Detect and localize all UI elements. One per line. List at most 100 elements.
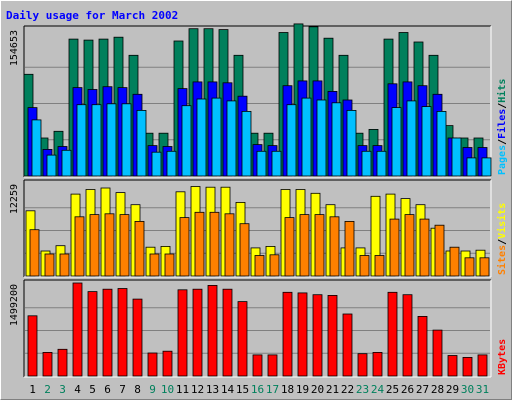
- bar-pages-day-13: [211, 97, 222, 177]
- bar-kbytes-day-8: [132, 298, 143, 377]
- bar-sites-day-21: [329, 216, 340, 277]
- bar-pages-day-31: [481, 157, 492, 177]
- bar-kbytes-day-18: [282, 291, 293, 377]
- x-tick-label: 5: [89, 383, 96, 396]
- panel-middle: 12259 Sites/Visits: [9, 179, 508, 278]
- bar-sites-day-29: [449, 246, 460, 277]
- bar-sites-day-4: [74, 216, 85, 277]
- legend-files: Files: [496, 109, 508, 139]
- bar-pages-day-21: [331, 102, 342, 177]
- x-tick-label: 26: [401, 383, 414, 396]
- panel-max-label: 1499200: [9, 284, 20, 326]
- bar-sites-day-8: [134, 220, 145, 277]
- bar-pages-day-20: [316, 99, 327, 177]
- bar-sites-day-7: [119, 214, 130, 277]
- bar-pages-day-10: [166, 150, 177, 177]
- x-tick-label: 4: [74, 383, 81, 396]
- bar-pages-day-19: [301, 97, 312, 177]
- x-tick-label: 12: [191, 383, 204, 396]
- bar-sites-day-25: [389, 218, 400, 277]
- bar-pages-day-17: [271, 150, 282, 177]
- x-tick-label: 21: [326, 383, 339, 396]
- bar-kbytes-day-24: [372, 351, 383, 377]
- bar-kbytes-day-3: [57, 348, 68, 377]
- bar-kbytes-day-14: [222, 288, 233, 377]
- x-tick-label: 27: [416, 383, 429, 396]
- bar-sites-day-17: [269, 254, 280, 277]
- x-tick-label: 10: [161, 383, 174, 396]
- x-tick-label: 8: [134, 383, 141, 396]
- bar-sites-day-31: [479, 257, 490, 277]
- bar-kbytes-day-12: [192, 288, 203, 377]
- legend-separator: /: [497, 139, 508, 145]
- x-tick-label: 3: [59, 383, 66, 396]
- bar-pages-day-23: [361, 150, 372, 177]
- x-tick-label: 22: [341, 383, 354, 396]
- panel-bottom: 1499200 KBytes: [9, 279, 508, 378]
- x-tick-label: 17: [266, 383, 279, 396]
- bar-kbytes-day-9: [147, 352, 158, 377]
- x-tick-label: 28: [431, 383, 444, 396]
- bar-pages-day-24: [376, 150, 387, 177]
- x-tick-label: 24: [371, 383, 385, 396]
- bar-pages-day-25: [391, 107, 402, 177]
- bar-pages-day-6: [106, 103, 117, 177]
- bar-kbytes-day-21: [327, 294, 338, 377]
- bar-pages-day-29: [451, 137, 462, 177]
- bar-pages-day-11: [181, 105, 192, 177]
- bar-pages-day-30: [466, 157, 477, 177]
- x-tick-label: 18: [281, 383, 294, 396]
- x-tick-label: 11: [176, 383, 189, 396]
- bar-kbytes-day-22: [342, 313, 353, 377]
- bar-sites-day-30: [464, 257, 475, 277]
- bar-pages-day-7: [121, 103, 132, 177]
- x-tick-label: 29: [446, 383, 459, 396]
- bar-pages-day-28: [436, 111, 447, 177]
- bar-kbytes-day-5: [87, 291, 98, 377]
- legend-visits: Visits: [496, 203, 508, 239]
- bar-kbytes-day-16: [252, 354, 263, 377]
- bar-sites-day-1: [29, 229, 40, 277]
- bar-pages-day-9: [151, 151, 162, 177]
- bar-pages-day-27: [421, 106, 432, 177]
- x-tick-label: 31: [476, 383, 489, 396]
- x-tick-label: 15: [236, 383, 249, 396]
- bar-kbytes-day-17: [267, 354, 278, 377]
- legend-kbytes: KBytes: [497, 339, 508, 375]
- panel-max-label: 154653: [9, 30, 20, 66]
- x-tick-label: 13: [206, 383, 219, 396]
- legend-separator: /: [497, 103, 508, 109]
- bar-sites-day-5: [89, 214, 100, 277]
- x-tick-label: 1: [29, 383, 36, 396]
- bar-kbytes-day-4: [72, 282, 83, 377]
- x-tick-label: 16: [251, 383, 264, 396]
- bar-pages-day-4: [76, 104, 87, 177]
- x-tick-label: 30: [461, 383, 474, 396]
- bar-kbytes-day-19: [297, 292, 308, 377]
- bar-kbytes-day-26: [402, 294, 413, 377]
- bar-sites-day-11: [179, 217, 190, 277]
- bar-kbytes-day-25: [387, 291, 398, 377]
- panel-legend: Pages/Files/Hits: [496, 79, 508, 175]
- bar-kbytes-day-15: [237, 301, 248, 377]
- bar-sites-day-15: [239, 223, 250, 277]
- x-tick-label: 23: [356, 383, 369, 396]
- bar-kbytes-day-10: [162, 350, 173, 377]
- legend-pages: Pages: [497, 145, 508, 175]
- x-tick-label: 2: [44, 383, 51, 396]
- bar-pages-day-22: [346, 110, 357, 177]
- bar-pages-day-26: [406, 100, 417, 177]
- bar-kbytes-day-6: [102, 288, 113, 377]
- bar-pages-day-18: [286, 104, 297, 177]
- bar-kbytes-day-30: [462, 356, 473, 377]
- bar-sites-day-18: [284, 217, 295, 277]
- x-tick-label: 6: [104, 383, 111, 396]
- bar-pages-day-12: [196, 98, 207, 177]
- bar-pages-day-16: [256, 150, 267, 177]
- bar-sites-day-9: [149, 253, 160, 277]
- panel-max-label: 12259: [9, 184, 20, 214]
- bar-sites-day-22: [344, 220, 355, 277]
- bar-sites-day-20: [314, 214, 325, 277]
- bar-sites-day-14: [224, 213, 235, 277]
